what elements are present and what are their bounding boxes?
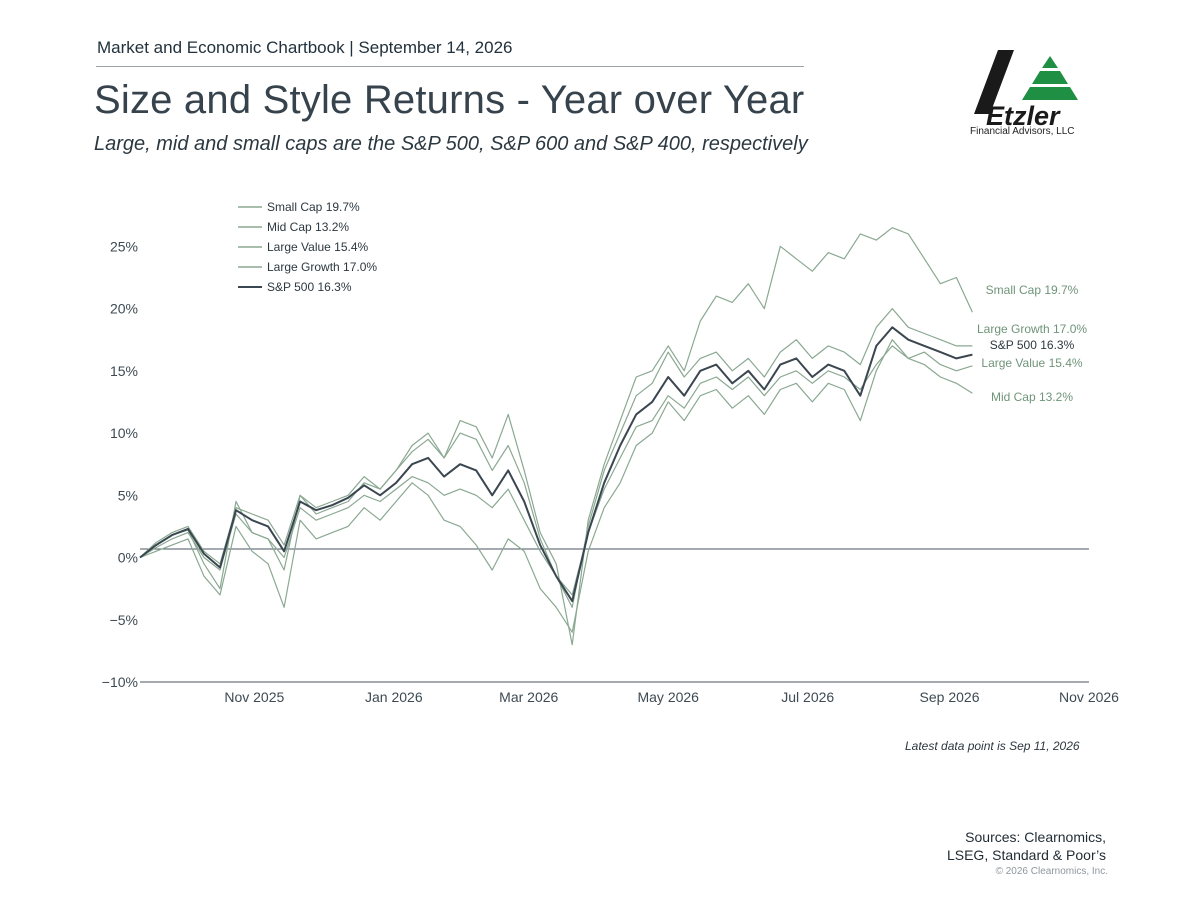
sources-line-1: Sources: Clearnomics, — [965, 829, 1106, 845]
y-tick-label: 0% — [118, 550, 138, 566]
y-tick-label: 10% — [110, 425, 138, 441]
series-line-2 — [139, 339, 973, 633]
end-label: S&P 500 16.3% — [990, 338, 1075, 352]
x-tick-label: Jan 2026 — [365, 689, 423, 705]
page-subtitle: Large, mid and small caps are the S&P 50… — [94, 133, 808, 155]
page-title: Size and Style Returns - Year over Year — [94, 78, 805, 122]
etzler-logo: Etzler — [974, 50, 1078, 131]
chartbook-header: Market and Economic Chartbook | Septembe… — [97, 38, 513, 57]
end-label: Small Cap 19.7% — [986, 283, 1079, 297]
x-tick-label: Jul 2026 — [781, 689, 834, 705]
logo-triangle-mid — [1032, 71, 1068, 84]
logo-triangle-low — [1022, 87, 1078, 100]
x-tick-label: Nov 2025 — [224, 689, 284, 705]
series-line-3 — [139, 345, 973, 596]
legend-label: Large Value 15.4% — [267, 240, 369, 254]
end-label: Large Value 15.4% — [981, 356, 1083, 370]
y-tick-label: −5% — [110, 612, 138, 628]
y-tick-label: 25% — [110, 238, 138, 254]
chart-legend: Small Cap 19.7% Mid Cap 13.2% Large Value … — [238, 200, 377, 294]
end-labels: Small Cap 19.7% Large Growth 17.0% S&P 500… — [977, 283, 1087, 404]
legend-label: Mid Cap 13.2% — [267, 220, 349, 234]
x-tick-label: Mar 2026 — [499, 689, 558, 705]
logo-triangle-top — [1042, 56, 1058, 68]
latest-data-note: Latest data point is Sep 11, 2026 — [905, 739, 1080, 753]
series-lines — [139, 227, 973, 646]
sources-note: Sources: Clearnomics, LSEG, Standard & P… — [947, 828, 1106, 864]
y-tick-label: 15% — [110, 363, 138, 379]
x-axis: Nov 2025 Jan 2026 Mar 2026 May 2026 Jul 2026… — [224, 689, 1119, 705]
logo-wordmark: Etzler — [986, 101, 1061, 131]
header-divider — [96, 66, 804, 67]
end-label: Mid Cap 13.2% — [991, 390, 1073, 404]
y-axis: 25% 20% 15% 10% 5% 0% −5% −10% — [102, 238, 138, 690]
end-label: Large Growth 17.0% — [977, 322, 1087, 336]
sources-line-2: LSEG, Standard & Poor’s — [946, 847, 1106, 863]
y-tick-label: 5% — [118, 487, 138, 503]
x-tick-label: Sep 2026 — [920, 689, 980, 705]
logo-slash — [974, 50, 1014, 114]
logo-tagline: Financial Advisors, LLC — [970, 126, 1075, 137]
x-tick-label: May 2026 — [637, 689, 699, 705]
y-tick-label: −10% — [102, 674, 138, 690]
series-line-5 — [139, 326, 973, 603]
series-line-1 — [139, 227, 973, 646]
legend-label: Large Growth 17.0% — [267, 260, 377, 274]
copyright-note: © 2026 Clearnomics, Inc. — [995, 866, 1108, 877]
x-tick-label: Nov 2026 — [1059, 689, 1119, 705]
legend-label: Small Cap 19.7% — [267, 200, 360, 214]
legend-label: S&P 500 16.3% — [267, 280, 352, 294]
y-tick-label: 20% — [110, 301, 138, 317]
